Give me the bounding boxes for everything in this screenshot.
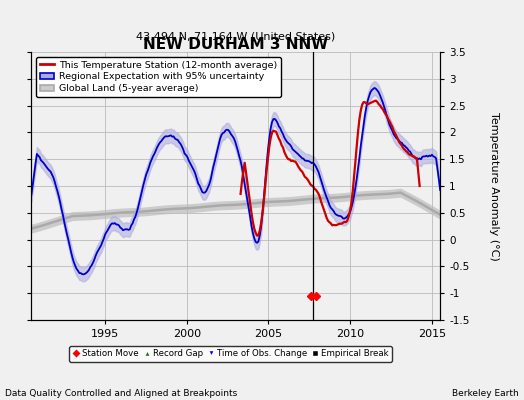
Y-axis label: Temperature Anomaly (°C): Temperature Anomaly (°C)	[489, 112, 499, 260]
Text: Data Quality Controlled and Aligned at Breakpoints: Data Quality Controlled and Aligned at B…	[5, 389, 237, 398]
Title: NEW DURHAM 3 NNW: NEW DURHAM 3 NNW	[143, 37, 329, 52]
Text: Berkeley Earth: Berkeley Earth	[452, 389, 519, 398]
Text: 43.494 N, 71.164 W (United States): 43.494 N, 71.164 W (United States)	[136, 31, 335, 41]
Legend: This Temperature Station (12-month average), Regional Expectation with 95% uncer: This Temperature Station (12-month avera…	[36, 57, 281, 97]
Legend: Station Move, Record Gap, Time of Obs. Change, Empirical Break: Station Move, Record Gap, Time of Obs. C…	[69, 346, 392, 362]
